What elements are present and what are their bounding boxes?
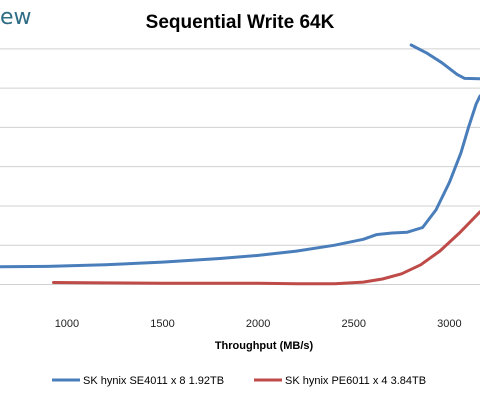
series-lines — [0, 43, 480, 286]
legend-label-0: SK hynix SE4011 x 8 1.92TB — [83, 375, 224, 387]
x-tick-label-3: 2500 — [342, 318, 366, 330]
x-tick-label-4: 3000 — [437, 318, 461, 330]
series-0-line-0 — [0, 94, 480, 269]
x-tick-label-0: 1000 — [55, 318, 79, 330]
legend-label-1: SK hynix PE6011 x 4 3.84TB — [285, 375, 426, 387]
series-1-line-0 — [52, 210, 480, 286]
series-0-line-1 — [409, 43, 480, 81]
x-tick-label-1: 1500 — [150, 318, 174, 330]
legend: SK hynix SE4011 x 8 1.92TB SK hynix PE601… — [52, 375, 426, 387]
brand-logo-text: ew — [0, 5, 32, 30]
x-axis-label: Throughput (MB/s) — [215, 340, 314, 352]
chart-title: Sequential Write 64K — [145, 12, 335, 33]
x-axis-ticks: 1000 1500 2000 2500 3000 — [55, 318, 462, 330]
x-tick-label-2: 2000 — [246, 318, 270, 330]
grid-lines — [0, 48, 480, 285]
